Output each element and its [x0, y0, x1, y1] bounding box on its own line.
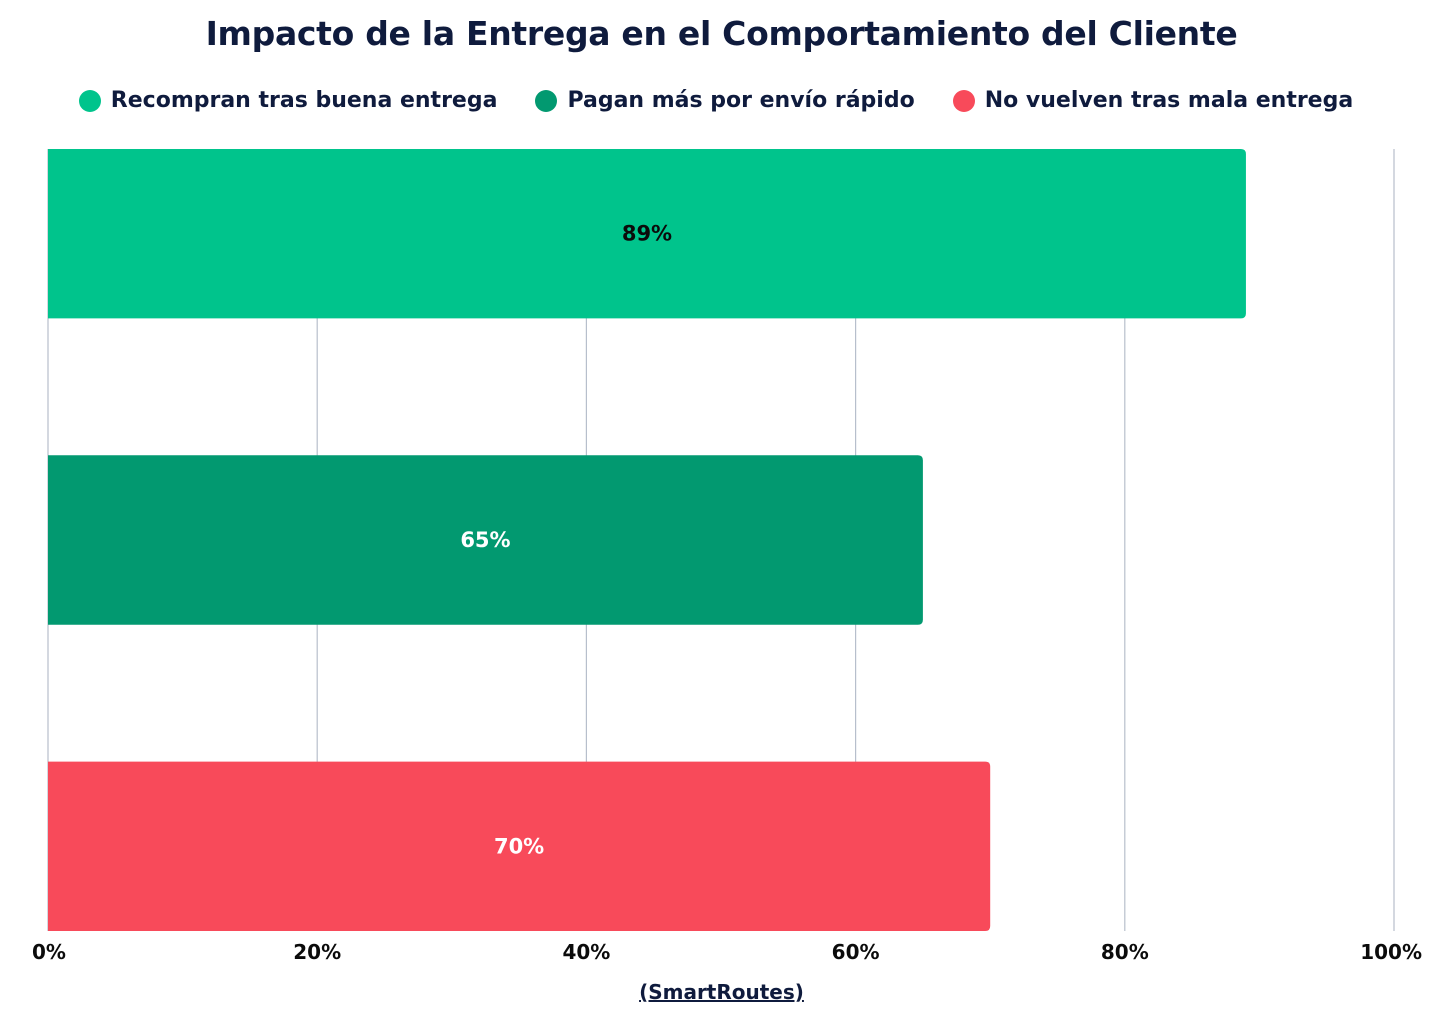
bar-value-label-2: 70%: [494, 834, 544, 858]
legend-item-recompran[interactable]: Recompran tras buena entrega: [78, 88, 498, 113]
legend-swatch-no-vuelven: [952, 89, 975, 112]
source-label[interactable]: (SmartRoutes): [639, 980, 804, 1004]
bar-2[interactable]: [48, 761, 991, 931]
bar-value-label-1: 65%: [460, 528, 510, 552]
legend-swatch-pagan: [535, 89, 558, 112]
x-tick-label-4: 80%: [1101, 940, 1149, 964]
bar-0[interactable]: [48, 149, 1246, 319]
x-tick-label-3: 60%: [832, 940, 880, 964]
x-tick-label-0: 0%: [32, 940, 66, 964]
legend-item-no-vuelven[interactable]: No vuelven tras mala entrega: [952, 88, 1354, 113]
x-tick-label-5: 100%: [1360, 940, 1422, 964]
chart-title: Impacto de la Entrega en el Comportamien…: [205, 14, 1238, 53]
legend-item-pagan[interactable]: Pagan más por envío rápido: [535, 88, 915, 113]
legend-label-pagan: Pagan más por envío rápido: [567, 88, 915, 113]
legend-label-no-vuelven: No vuelven tras mala entrega: [984, 88, 1354, 113]
x-tick-label-2: 40%: [562, 940, 610, 964]
bar-1[interactable]: [48, 455, 923, 625]
x-tick-label-1: 20%: [293, 940, 341, 964]
chart-legend: Recompran tras buena entrega Pagan más p…: [0, 88, 1432, 113]
legend-label-recompran: Recompran tras buena entrega: [110, 88, 498, 113]
legend-swatch-recompran: [78, 89, 101, 112]
bar-value-label-0: 89%: [622, 222, 672, 246]
